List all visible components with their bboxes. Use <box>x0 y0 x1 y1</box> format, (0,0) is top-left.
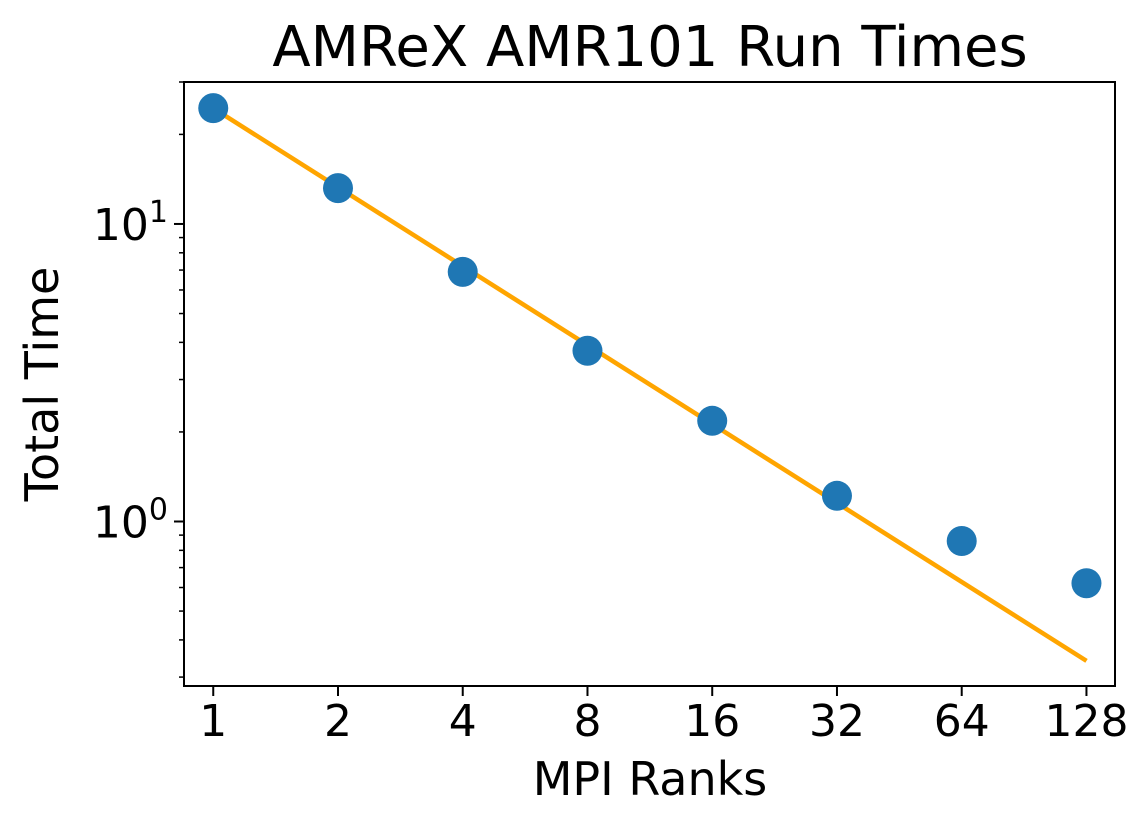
data-point <box>821 480 852 511</box>
x-tick-label: 128 <box>1044 696 1128 747</box>
data-point <box>946 525 977 556</box>
data-point <box>1071 568 1102 599</box>
data-point <box>697 405 728 436</box>
y-tick-label: 100 <box>93 493 168 549</box>
x-tick-label: 2 <box>324 696 352 747</box>
y-tick-label: 101 <box>93 195 168 251</box>
data-point <box>572 335 603 366</box>
fit-line <box>211 106 1088 663</box>
plot-frame <box>183 81 1116 687</box>
data-point <box>322 173 353 204</box>
x-tick-label: 32 <box>809 696 865 747</box>
data-point <box>447 256 478 287</box>
plot-area: 1 2 4 8 16 32 64 128 100 101 <box>93 81 1128 747</box>
x-tick-label: 4 <box>449 696 477 747</box>
x-tick-label: 8 <box>573 696 601 747</box>
data-point <box>198 93 229 124</box>
x-tick-label: 1 <box>199 696 227 747</box>
x-axis-label: MPI Ranks <box>533 752 768 806</box>
y-axis-label: Total Time <box>15 267 69 503</box>
x-tick-label: 16 <box>684 696 740 747</box>
chart-title: AMReX AMR101 Run Times <box>272 15 1027 80</box>
x-tick-label: 64 <box>934 696 990 747</box>
